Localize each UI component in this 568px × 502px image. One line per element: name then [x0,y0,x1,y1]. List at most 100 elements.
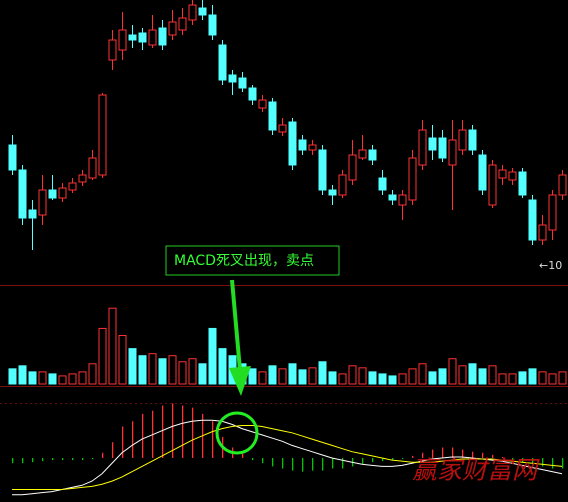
candle-body [128,34,137,41]
macd-bar [552,458,554,469]
volume-bar [488,365,497,385]
candle-body [508,171,517,181]
candle-body [168,21,177,36]
volume-bar [168,355,177,385]
volume-bar [148,353,157,385]
macd-bar [382,458,384,462]
macd-bar [32,458,34,463]
macd-bar [362,458,364,465]
macd-bar [22,458,24,464]
macd-bar [82,458,84,461]
candle-body [538,224,547,241]
macd-bar [502,456,504,458]
macd-bar [122,426,124,458]
volume-bar [408,368,417,385]
volume-bar [58,375,67,385]
volume-bar [198,363,207,385]
candle-body [298,139,307,151]
annotation: MACD死叉出现，卖点 [174,253,314,269]
volume-bar [128,348,137,385]
macd-bar [402,458,404,460]
macd-bar [312,458,314,471]
volume-bar [178,361,187,385]
macd-bar [282,458,284,469]
macd-bar [322,458,324,471]
volume-bar [448,358,457,385]
candle-body [408,157,417,201]
macd-bar [522,458,524,463]
volume-bar [308,367,317,385]
macd-bar [212,421,214,458]
macd-bar [42,458,44,462]
macd-bar [142,413,144,458]
macd-bar [512,458,514,461]
candle-body [78,174,87,183]
macd-line [12,419,563,496]
candle-body [98,94,107,176]
candle-body [358,149,367,159]
volume-bar [378,373,387,385]
candle-body [258,99,267,109]
volume-bar [288,363,297,385]
volume-bar [318,361,327,385]
macd-bar [252,458,254,461]
volume-bar [258,371,267,385]
volume-bar [438,368,447,385]
candle-body [208,14,217,36]
macd-bar [482,452,484,458]
macd-bar [132,421,134,458]
candle-body [188,4,197,21]
macd-bar [162,405,164,458]
volume-bar [8,368,17,385]
volume-bar [78,371,87,385]
volume-bar [458,365,467,385]
volume-bar [348,365,357,385]
volume-bar [208,327,217,385]
candle-body [468,129,477,151]
volume-bar [28,371,37,385]
macd-bar [342,458,344,469]
candle-body [38,189,47,216]
candle-body [348,154,357,181]
candle-body [8,144,17,171]
volume-bar [158,358,167,385]
volume-bar [88,363,97,385]
volume-bar [388,375,397,385]
volume-bar [298,369,307,385]
volume-bar [358,367,367,385]
volume-bar [498,373,507,385]
macd-bar [452,447,454,458]
candle-body [28,209,37,219]
volume-bar [188,358,197,385]
candle-body [428,137,437,151]
macd-bar [562,458,564,469]
low-label: ←10 [539,259,562,272]
volume-bar [478,368,487,385]
candle-body [458,129,467,151]
macd-bar [112,442,114,458]
macd-bar [332,458,334,469]
macd-bar [272,458,274,467]
candle-body [368,149,377,161]
volume-bar [428,371,437,385]
macd-bar [292,458,294,471]
volume-bar [68,373,77,385]
candle-body [438,137,447,159]
volume-bar [278,368,287,385]
macd-bar [422,452,424,458]
candle-body [528,199,537,241]
volume-bar [528,368,537,385]
macd-bar [542,458,544,467]
candle-body [88,157,97,179]
candle-body [448,139,457,166]
volume-bar [108,307,117,385]
candle-body [148,29,157,46]
macd-bar [412,455,414,458]
macd-bar [192,407,194,458]
macd-bar [102,452,104,458]
volume-bar [418,363,427,385]
volume-bar [138,355,147,385]
macd-line [12,424,563,490]
